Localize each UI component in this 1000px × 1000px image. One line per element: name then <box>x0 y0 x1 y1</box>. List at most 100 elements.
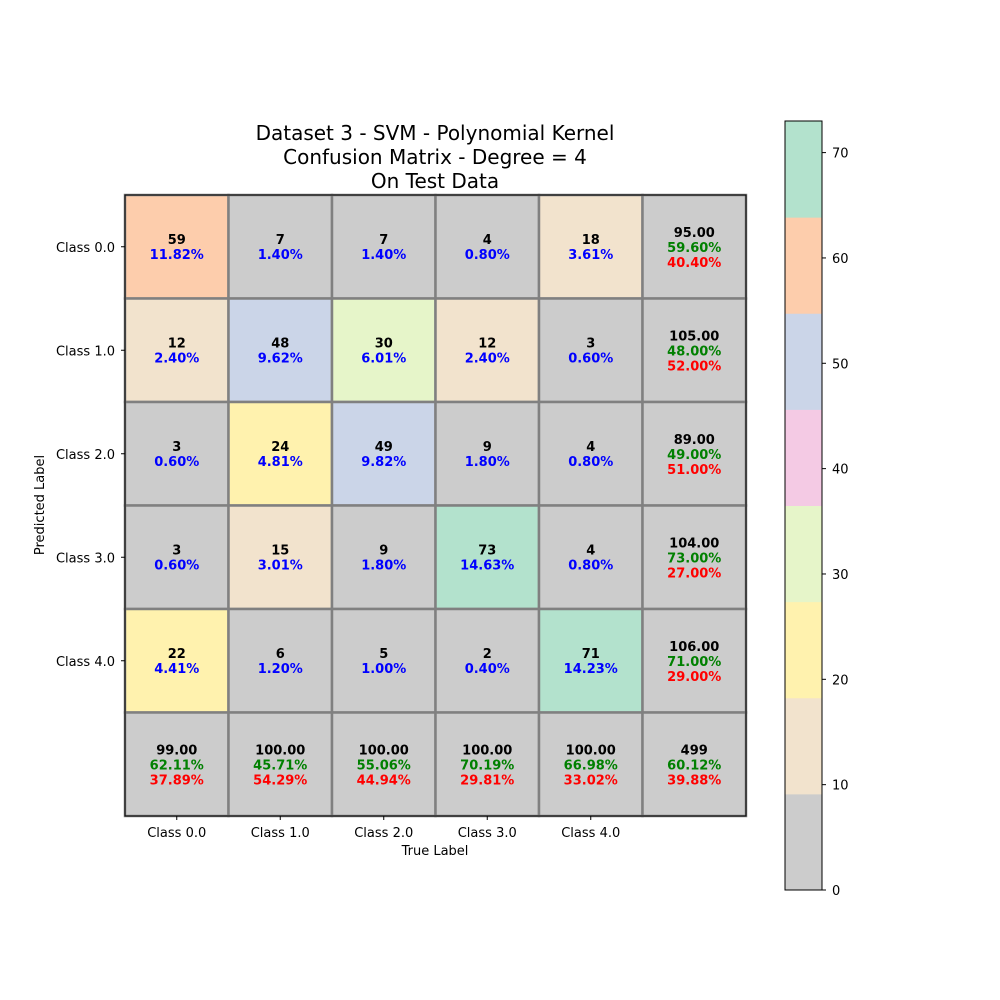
matrix-cell <box>434 400 541 507</box>
overall-wrong: 39.88% <box>667 773 721 788</box>
col-summary-correct: 62.11% <box>150 758 204 773</box>
title-line: Dataset 3 - SVM - Polynomial Kernel <box>256 121 615 145</box>
row-summary-total: 104.00 <box>669 536 719 551</box>
title-line: Confusion Matrix - Degree = 4 <box>283 145 587 169</box>
matrix-cell <box>537 297 644 404</box>
cell-count: 7 <box>276 233 285 248</box>
matrix-frame <box>124 194 747 817</box>
cell-percent: 0.60% <box>154 558 199 573</box>
x-tick-label: Class 4.0 <box>561 826 620 841</box>
colorbar-tick-label: 70 <box>832 147 849 162</box>
row-summary-wrong: 52.00% <box>667 359 721 374</box>
chart-title: Dataset 3 - SVM - Polynomial KernelConfu… <box>256 121 615 193</box>
cell-count: 24 <box>271 440 289 455</box>
row-summary-cell <box>641 297 748 404</box>
cell-count: 5 <box>379 647 388 662</box>
cell-count: 12 <box>168 336 186 351</box>
cell-percent: 2.40% <box>154 351 199 366</box>
row-summary-total: 89.00 <box>674 433 715 448</box>
col-summary-total: 100.00 <box>462 743 512 758</box>
col-summary-correct: 55.06% <box>357 758 411 773</box>
matrix-cell <box>123 607 230 714</box>
colorbar-tick-label: 30 <box>832 568 849 583</box>
col-summary-correct: 70.19% <box>460 758 514 773</box>
col-summary-total: 100.00 <box>255 743 305 758</box>
matrix-cell <box>227 504 334 611</box>
overall-correct: 60.12% <box>667 758 721 773</box>
cell-count: 3 <box>172 543 181 558</box>
cell-count: 3 <box>172 440 181 455</box>
colorbar: 0 10 20 30 40 50 60 70 <box>784 120 849 899</box>
colorbar-tick-label: 20 <box>832 673 849 688</box>
row-summary-correct: 59.60% <box>667 241 721 256</box>
cell-percent: 11.82% <box>150 248 204 263</box>
colorbar-segment <box>785 313 822 410</box>
cell-percent: 0.80% <box>465 248 510 263</box>
col-summary-total: 99.00 <box>156 743 197 758</box>
cell-percent: 0.60% <box>568 351 613 366</box>
matrix-cell <box>537 504 644 611</box>
cell-percent: 0.80% <box>568 558 613 573</box>
y-tick-label: Class 1.0 <box>56 344 115 359</box>
row-summary-total: 95.00 <box>674 226 715 241</box>
cell-percent: 6.01% <box>361 351 406 366</box>
x-axis-label: True Label <box>401 844 469 859</box>
cell-percent: 1.80% <box>465 455 510 470</box>
cell-percent: 1.80% <box>361 558 406 573</box>
col-summary-total: 100.00 <box>566 743 616 758</box>
cell-count: 18 <box>582 233 600 248</box>
y-tick-label: Class 4.0 <box>56 655 115 670</box>
col-summary-correct: 66.98% <box>564 758 618 773</box>
cell-count: 73 <box>478 543 496 558</box>
colorbar-segment <box>785 601 822 699</box>
matrix-cell <box>330 607 437 714</box>
row-summary-correct: 71.00% <box>667 655 721 670</box>
matrix-cell <box>330 297 437 404</box>
cell-count: 9 <box>379 543 388 558</box>
cell-percent: 2.40% <box>465 351 510 366</box>
overall-total: 499 <box>681 743 708 758</box>
cell-percent: 1.40% <box>361 248 406 263</box>
y-tick-label: Class 0.0 <box>56 241 115 256</box>
col-summary-wrong: 33.02% <box>564 773 618 788</box>
row-summary-wrong: 40.40% <box>667 256 721 271</box>
cell-percent: 3.01% <box>258 558 303 573</box>
cell-percent: 14.63% <box>460 558 514 573</box>
y-tick-label: Class 3.0 <box>56 551 115 566</box>
colorbar-tick-label: 0 <box>832 884 840 899</box>
col-summary-wrong: 29.81% <box>460 773 514 788</box>
y-axis-label: Predicted Label <box>33 455 48 555</box>
matrix-cell <box>330 504 437 611</box>
cell-count: 4 <box>586 440 595 455</box>
col-summary-wrong: 37.89% <box>150 773 204 788</box>
overall-summary-cell <box>641 711 748 818</box>
cell-count: 48 <box>271 336 289 351</box>
row-summary-total: 106.00 <box>669 640 719 655</box>
colorbar-tick-label: 60 <box>832 252 849 267</box>
matrix-cell <box>227 193 334 300</box>
x-tick-label: Class 1.0 <box>251 826 310 841</box>
cell-percent: 1.00% <box>361 662 406 677</box>
row-summary-cell <box>641 504 748 611</box>
row-summary-wrong: 29.00% <box>667 670 721 685</box>
cell-percent: 0.40% <box>465 662 510 677</box>
cell-percent: 1.40% <box>258 248 303 263</box>
colorbar-tick-label: 50 <box>832 357 849 372</box>
cell-percent: 4.81% <box>258 455 303 470</box>
cell-percent: 1.20% <box>258 662 303 677</box>
row-summary-wrong: 51.00% <box>667 463 721 478</box>
cell-count: 7 <box>379 233 388 248</box>
col-summary-total: 100.00 <box>359 743 409 758</box>
row-summary-cell <box>641 400 748 507</box>
colorbar-segment <box>785 121 822 218</box>
colorbar-tick-label: 10 <box>832 779 849 794</box>
cell-count: 4 <box>483 233 492 248</box>
cell-percent: 9.62% <box>258 351 303 366</box>
colorbar-segment <box>785 217 822 314</box>
x-tick-label: Class 2.0 <box>354 826 413 841</box>
x-tick-label: Class 0.0 <box>147 826 206 841</box>
colorbar-tick-label: 40 <box>832 463 849 478</box>
row-summary-total: 105.00 <box>669 329 719 344</box>
axis-ticks: Class 0.0 Class 1.0 Class 2.0 Class 3.0 Clas… <box>56 241 620 841</box>
y-tick-label: Class 2.0 <box>56 448 115 463</box>
